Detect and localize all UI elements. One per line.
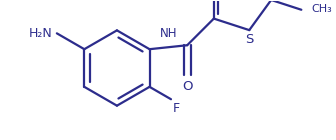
Text: S: S [245,33,253,46]
Text: CH₃: CH₃ [311,4,332,14]
Text: NH: NH [160,27,177,40]
Text: O: O [182,80,193,93]
Text: H₂N: H₂N [29,27,53,40]
Text: F: F [173,102,180,115]
